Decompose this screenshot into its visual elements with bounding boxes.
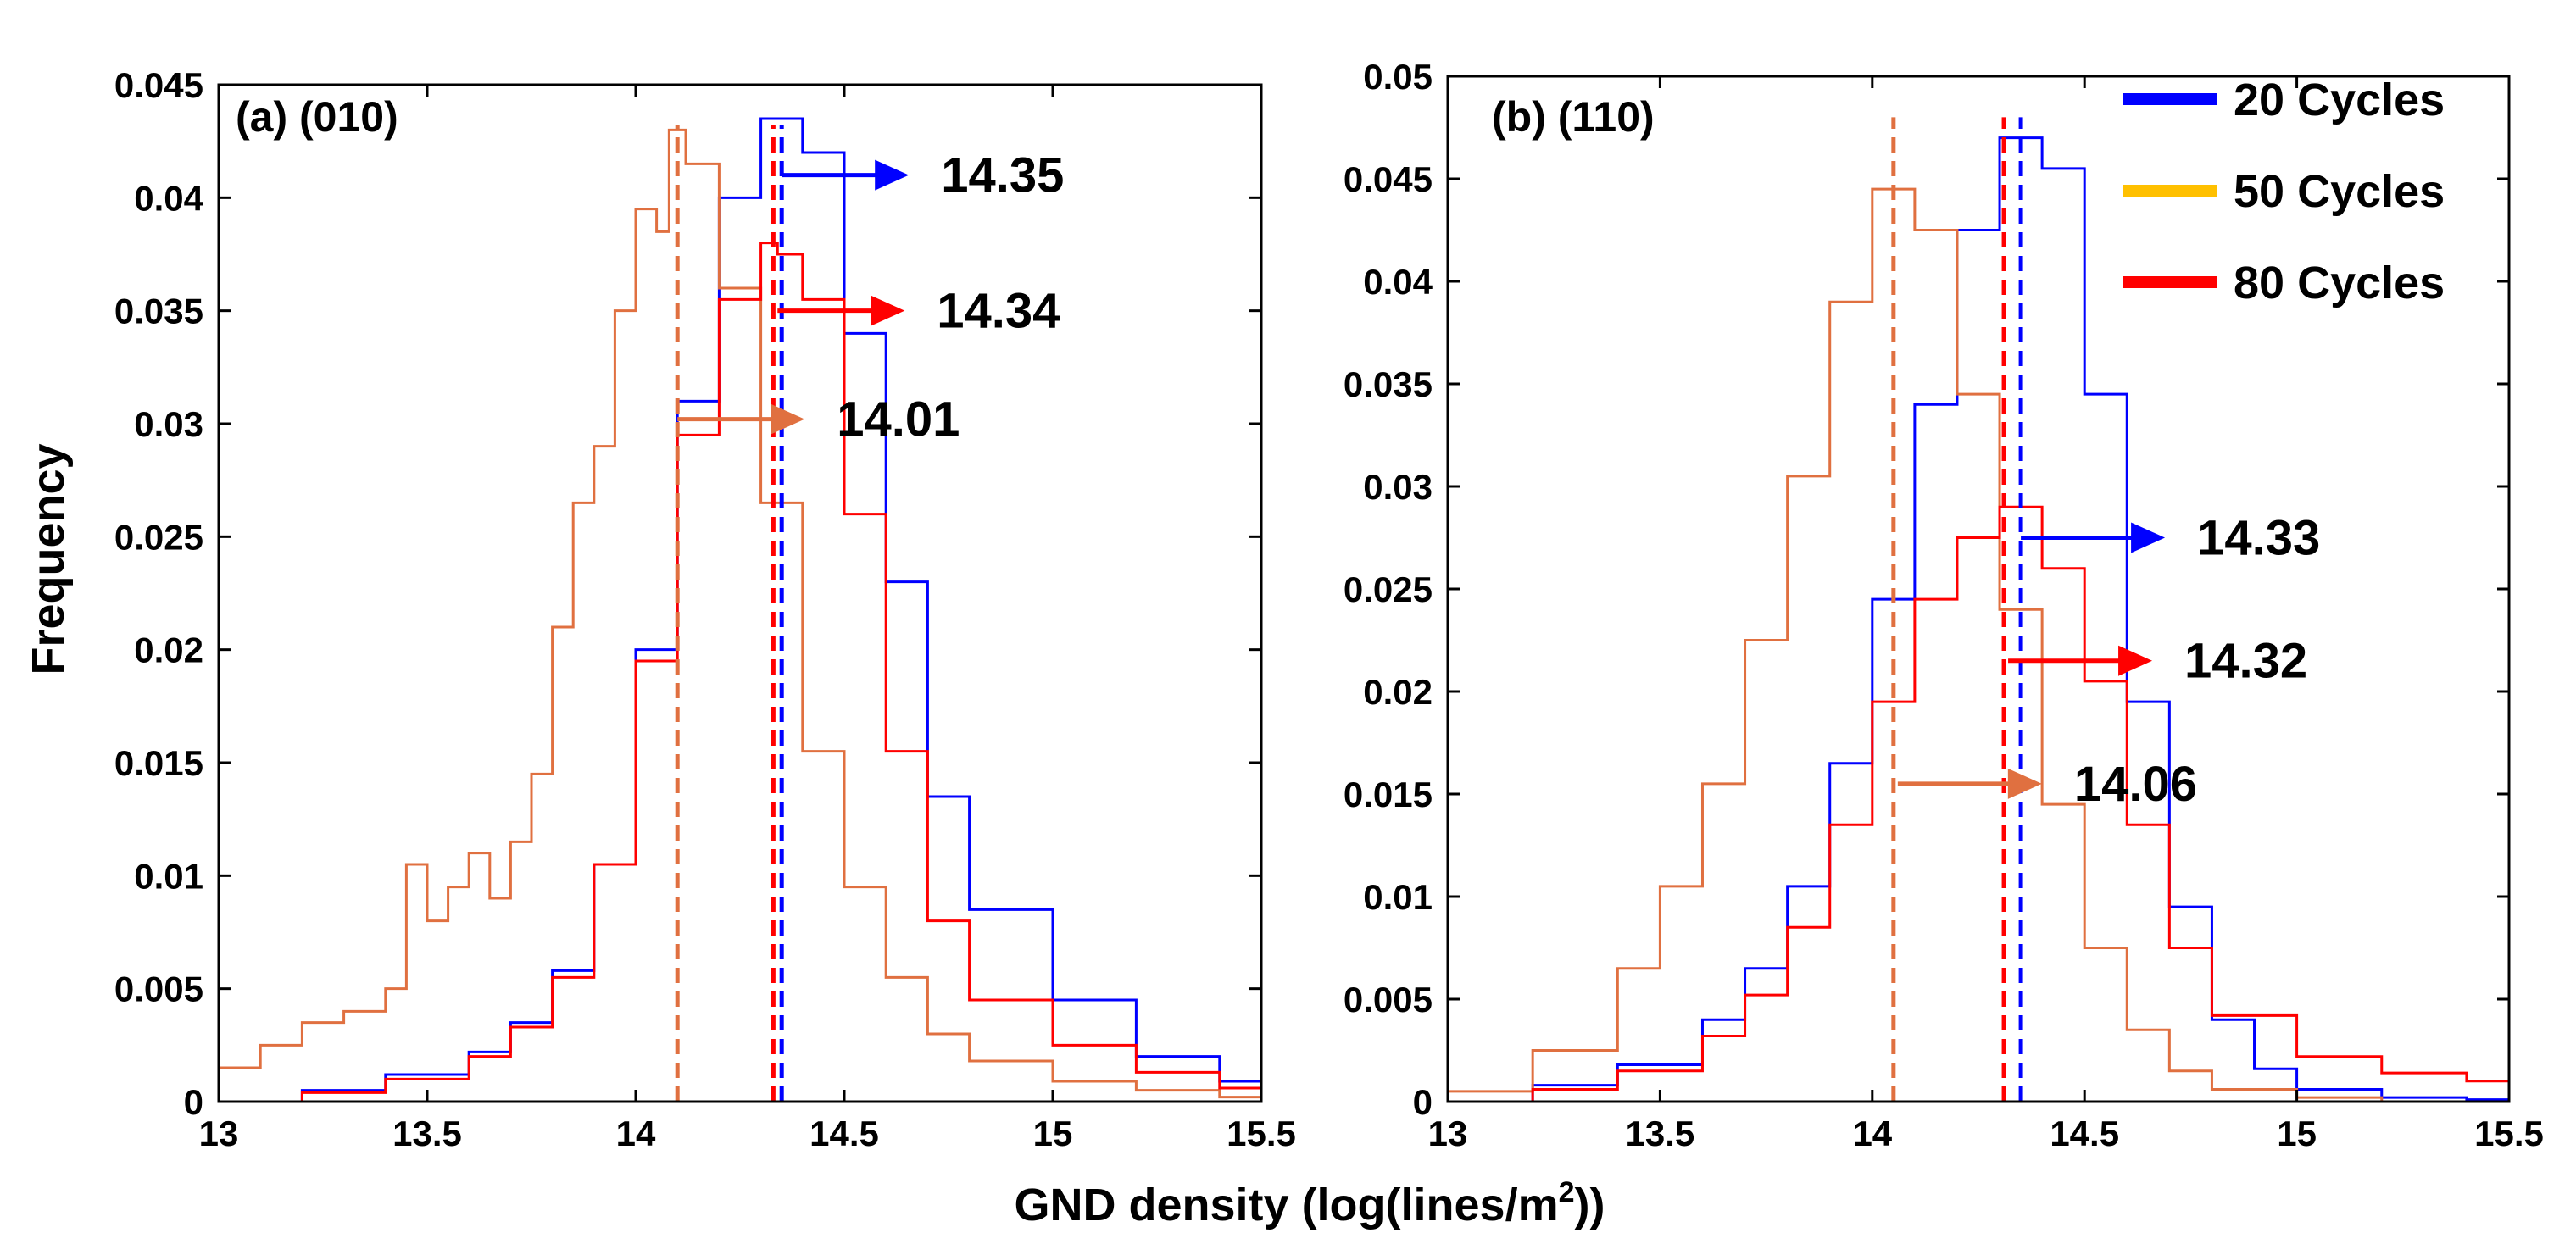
x-axis-title-main: GND density (log(lines/m [1015, 1180, 1559, 1230]
x-tick-label: 14 [1852, 1113, 1892, 1153]
panel-a-series [219, 117, 1263, 1103]
y-tick-label: 0.04 [134, 178, 203, 218]
y-tick-label: 0.02 [134, 630, 203, 670]
panel-b: 14.33 14.32 14.06 13 13.5 14 14.5 15 15.5 0 0.00… [1344, 57, 2544, 1153]
y-tick-label: 0.035 [1344, 364, 1433, 404]
panel-b-y-ticks: 0 0.005 0.01 0.015 0.02 0.025 0.03 0.035 0.04 0.0… [1344, 57, 2509, 1122]
y-tick-label: 0.035 [114, 292, 203, 331]
panel-a-title: (a) (010) [236, 93, 398, 141]
x-tick-label: 13 [199, 1113, 239, 1153]
panel-a-plot-frame [217, 83, 1263, 1103]
legend-label-50-cycles: 50 Cycles [2234, 166, 2445, 217]
series-20-cycles [219, 117, 1263, 1103]
y-tick-label: 0.045 [114, 65, 203, 105]
y-tick-label: 0.025 [114, 517, 203, 557]
y-tick-label: 0.02 [1363, 672, 1433, 712]
x-tick-label: 15 [1033, 1113, 1073, 1153]
x-axis-title: GND density (log(lines/m2)) [1015, 1176, 1605, 1230]
panel-b-title: (b) (110) [1492, 93, 1655, 141]
y-tick-label: 0.025 [1344, 569, 1433, 609]
y-tick-label: 0.045 [1344, 159, 1433, 199]
y-tick-label: 0.05 [1363, 57, 1433, 97]
series-20-cycles [1448, 136, 2511, 1103]
panel-b-series [1448, 136, 2511, 1103]
y-tick-label: 0.005 [1344, 980, 1433, 1019]
panel-b-median-arrows: 14.33 14.32 14.06 [1897, 511, 2320, 812]
panel-b-median-lines [1891, 117, 2023, 1102]
y-axis-title: Frequency [23, 443, 74, 675]
x-tick-label: 14.5 [810, 1113, 879, 1153]
legend-label-80-cycles: 80 Cycles [2234, 258, 2445, 308]
x-tick-label: 15 [2277, 1113, 2317, 1153]
median-arrow-head [2131, 522, 2166, 553]
median-arrow-head [2118, 645, 2153, 676]
x-tick-label: 13.5 [1626, 1113, 1695, 1153]
median-value-label: 14.01 [837, 392, 960, 447]
panel-a-median-lines [675, 125, 784, 1102]
x-tick-label: 15.5 [1227, 1113, 1296, 1153]
median-value-label: 14.35 [941, 148, 1064, 203]
median-arrow-head [875, 159, 910, 191]
series-50-cycles [1448, 187, 2509, 1103]
y-tick-label: 0.01 [134, 856, 203, 896]
panel-a-y-ticks: 0 0.005 0.01 0.015 0.02 0.025 0.03 0.035 0.04 0.0… [114, 65, 1261, 1122]
x-axis-title-end: )) [1575, 1180, 1605, 1230]
y-tick-label: 0.005 [114, 969, 203, 1009]
y-tick-label: 0 [184, 1082, 203, 1122]
x-axis-title-superscript: 2 [1559, 1176, 1575, 1208]
median-arrow-head [2007, 768, 2042, 799]
median-arrow-head [771, 403, 805, 435]
panel-b-x-ticks: 13 13.5 14 14.5 15 15.5 [1428, 76, 2544, 1153]
y-tick-label: 0.01 [1363, 877, 1433, 917]
x-tick-label: 13 [1428, 1113, 1468, 1153]
legend: 20 Cycles 50 Cycles 80 Cycles [2123, 75, 2445, 308]
y-tick-label: 0.015 [1344, 775, 1433, 814]
x-tick-label: 14.5 [2050, 1113, 2119, 1153]
series-80-cycles [1448, 505, 2511, 1103]
series-80-cycles [219, 242, 1263, 1103]
panel-a-x-ticks: 13 13.5 14 14.5 15 15.5 [199, 85, 1296, 1153]
y-tick-label: 0.015 [114, 743, 203, 783]
median-value-label: 14.32 [2184, 634, 2307, 689]
y-tick-label: 0.03 [1363, 467, 1433, 507]
legend-label-20-cycles: 20 Cycles [2234, 75, 2445, 125]
y-tick-label: 0.03 [134, 404, 203, 444]
x-tick-label: 15.5 [2474, 1113, 2544, 1153]
median-value-label: 14.33 [2197, 511, 2320, 566]
median-value-label: 14.06 [2074, 757, 2197, 812]
median-arrow-head [871, 295, 905, 326]
y-tick-label: 0.04 [1363, 262, 1433, 302]
series-50-cycles [219, 128, 1263, 1100]
x-tick-label: 14 [616, 1113, 656, 1153]
panel-a: 14.35 14.34 14.01 13 13.5 14 14.5 15 15.5 0 0.00… [114, 65, 1296, 1153]
median-value-label: 14.34 [937, 284, 1060, 339]
y-tick-label: 0 [1413, 1082, 1433, 1122]
panel-a-median-arrows: 14.35 14.34 14.01 [677, 148, 1064, 447]
x-tick-label: 13.5 [392, 1113, 462, 1153]
